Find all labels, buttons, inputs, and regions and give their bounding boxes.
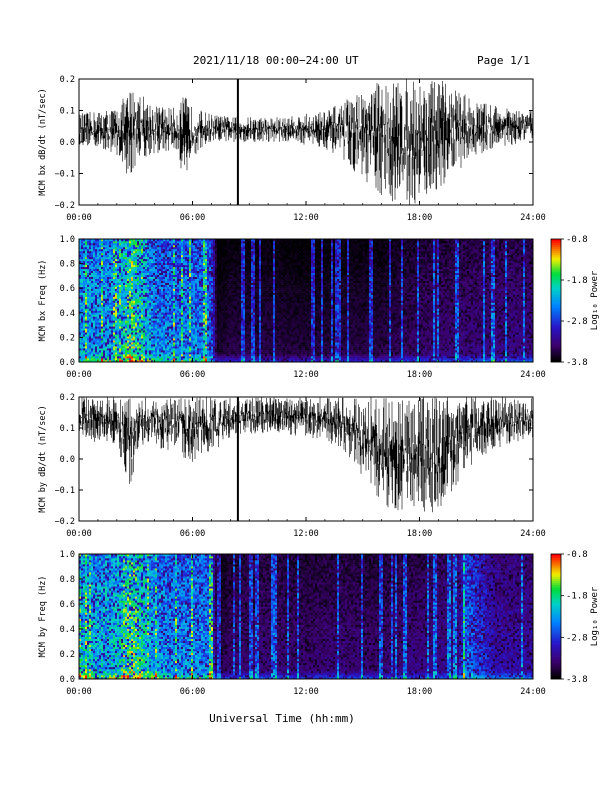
x-tick-label: 06:00: [180, 687, 206, 697]
x-axis: 00:00 06:00 12:00 18:00 24:00: [66, 79, 546, 223]
x-tick-label: 18:00: [407, 687, 433, 697]
y-axis-label: MCM bx Freq (Hz): [38, 260, 48, 342]
figure-title: 2021/11/18 00:00−24:00 UT: [193, 54, 359, 67]
y-tick-label: −0.2: [55, 201, 75, 211]
waveform-trace: [79, 397, 533, 521]
y-axis: −0.2 −0.1 0.0 0.1 0.2 MCM by dB/dt (nT/sec): [38, 393, 533, 527]
x-tick-label: 24:00: [520, 529, 546, 539]
colorbar-tick-label: -0.8: [566, 550, 588, 560]
x-tick-label: 24:00: [520, 687, 546, 697]
y-tick-label: 0.2: [60, 333, 75, 343]
colorbar-label: Log₁₀ Power: [590, 586, 600, 646]
y-tick-label: 0.0: [60, 138, 75, 148]
y-tick-label: 0.0: [60, 455, 75, 465]
y-axis: 0.0 0.2 0.4 0.6 0.8 1.0 MCM by Freq (Hz): [38, 550, 533, 685]
x-tick-label: 12:00: [293, 687, 319, 697]
colorbar: -0.8 -1.8 -2.8 -3.8 Log₁₀ Power: [550, 235, 600, 368]
y-tick-label: −0.2: [55, 517, 75, 527]
colorbar-tick-label: -3.8: [566, 675, 588, 685]
y-tick-label: 1.0: [60, 235, 75, 245]
colorbar-tick-label: -2.8: [566, 317, 588, 327]
y-axis: 0.0 0.2 0.4 0.6 0.8 1.0 MCM bx Freq (Hz): [38, 235, 533, 368]
colorbar-frame: [550, 553, 562, 680]
x-tick-label: 12:00: [293, 370, 319, 380]
x-axis: 00:00 06:00 12:00 18:00 24:00: [66, 239, 546, 380]
y-tick-label: 1.0: [60, 550, 75, 560]
colorbar-frame: [550, 238, 562, 363]
x-tick-label: 18:00: [407, 370, 433, 380]
x-axis: 00:00 06:00 12:00 18:00 24:00: [66, 554, 546, 697]
colorbar: -0.8 -1.8 -2.8 -3.8 Log₁₀ Power: [550, 550, 600, 685]
y-tick-label: 0.2: [60, 393, 75, 403]
page-indicator: Page 1/1: [477, 54, 530, 67]
x-tick-label: 18:00: [407, 529, 433, 539]
waveform-path: [79, 397, 533, 513]
x-tick-label: 06:00: [180, 370, 206, 380]
y-tick-label: 0.4: [60, 309, 75, 319]
x-tick-label: 00:00: [66, 370, 92, 380]
panel-1: 00:00 06:00 12:00 18:00 24:00−0.2−0.10.00.10…: [38, 75, 546, 223]
y-tick-label: −0.1: [55, 486, 75, 496]
y-tick-label: 0.6: [60, 284, 75, 294]
y-tick-label: 0.0: [60, 358, 75, 368]
colorbar-tick-label: -1.8: [566, 276, 588, 286]
x-tick-label: 18:00: [407, 213, 433, 223]
y-tick-label: 0.6: [60, 600, 75, 610]
x-axis-label: Universal Time (hh:mm): [209, 712, 355, 725]
spectrogram: [79, 239, 534, 363]
waveform-trace: [79, 79, 533, 205]
colorbar-tick-label: -3.8: [566, 358, 588, 368]
y-tick-label: 0.4: [60, 625, 75, 635]
y-tick-label: 0.1: [60, 424, 75, 434]
y-tick-label: 0.8: [60, 260, 75, 270]
panel-3: 00:00 06:00 12:00 18:00 24:00−0.2−0.10.00.10…: [38, 393, 546, 539]
colorbar-tick-label: -1.8: [566, 592, 588, 602]
x-tick-label: 00:00: [66, 529, 92, 539]
x-tick-label: 06:00: [180, 529, 206, 539]
colorbar-tick-label: -0.8: [566, 235, 588, 245]
waveform-path: [79, 79, 533, 205]
panel-4: -0.8 -1.8 -2.8 -3.8 Log₁₀ Power 00:00 06:00 12:…: [38, 550, 600, 697]
x-tick-label: 06:00: [180, 213, 206, 223]
colorbar-label: Log₁₀ Power: [590, 270, 600, 330]
panel-2: -0.8 -1.8 -2.8 -3.8 Log₁₀ Power 00:00 06:00 12:…: [38, 235, 600, 380]
y-axis-label: MCM bx dB/dt (nT/sec): [38, 88, 48, 195]
y-tick-label: 0.8: [60, 575, 75, 585]
x-tick-label: 24:00: [520, 213, 546, 223]
x-tick-label: 12:00: [293, 529, 319, 539]
spectrogram: [79, 554, 534, 680]
y-tick-label: −0.1: [55, 170, 75, 180]
panels: 00:00 06:00 12:00 18:00 24:00−0.2−0.10.00.10…: [38, 75, 600, 697]
y-axis-label: MCM by Freq (Hz): [38, 576, 48, 658]
y-tick-label: 0.0: [60, 675, 75, 685]
x-tick-label: 00:00: [66, 687, 92, 697]
y-axis-label: MCM by dB/dt (nT/sec): [38, 405, 48, 512]
x-tick-label: 00:00: [66, 213, 92, 223]
x-tick-label: 12:00: [293, 213, 319, 223]
y-tick-label: 0.1: [60, 107, 75, 117]
x-tick-label: 24:00: [520, 370, 546, 380]
y-axis: −0.2 −0.1 0.0 0.1 0.2 MCM bx dB/dt (nT/sec): [38, 75, 533, 211]
y-tick-label: 0.2: [60, 75, 75, 85]
colorbar-tick-label: -2.8: [566, 633, 588, 643]
y-tick-label: 0.2: [60, 650, 75, 660]
x-axis: 00:00 06:00 12:00 18:00 24:00: [66, 397, 546, 539]
